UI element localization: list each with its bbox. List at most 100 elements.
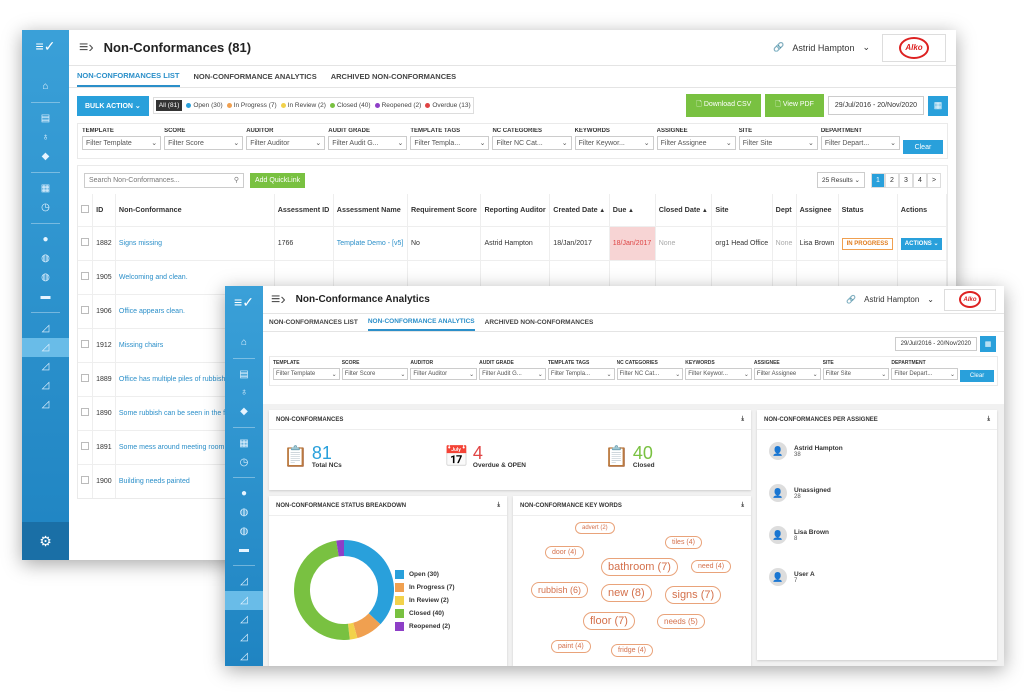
tab-1[interactable]: NON-CONFORMANCE ANALYTICS xyxy=(367,314,475,331)
results-per-page-select[interactable]: 25 Results ⌄ xyxy=(817,172,865,188)
chart-icon[interactable]: ◿ xyxy=(41,361,50,372)
calendar-icon[interactable]: ▦ xyxy=(40,183,51,194)
column-header[interactable]: Closed Date ▲ xyxy=(655,194,713,226)
assignee-item[interactable]: 👤 Lisa Brown 8 xyxy=(757,520,997,550)
select-all-checkbox[interactable] xyxy=(78,194,94,226)
filter-select[interactable]: Filter Score ⌄ xyxy=(341,368,409,380)
user-menu[interactable]: 🔗 Astrid Hampton ⌄ xyxy=(773,42,870,53)
status-chip[interactable]: Reopened (2) xyxy=(374,102,421,109)
legend-item[interactable]: Reopened (2) xyxy=(395,620,455,633)
date-range-input[interactable]: 29/Jul/2016 - 20/Nov/2020 xyxy=(894,337,977,351)
sort-icon[interactable]: ▲ xyxy=(597,208,606,215)
status-chip[interactable]: All (81) xyxy=(155,100,183,111)
donut-slice-4[interactable] xyxy=(336,540,345,557)
download-icon[interactable]: ⤓ xyxy=(497,502,500,508)
table-row[interactable]: 1882 Signs missing 1766 Template Demo - [v5… xyxy=(78,225,948,260)
link-icon[interactable]: 🔗 xyxy=(773,42,785,52)
clock-icon[interactable]: ◷ xyxy=(239,456,249,468)
globe-alt-icon[interactable]: ◍ xyxy=(239,525,249,537)
chart-icon[interactable]: ◿ xyxy=(240,651,248,663)
folder-icon[interactable]: ▬ xyxy=(40,291,51,302)
tag-icon[interactable]: ◆ xyxy=(240,406,248,418)
filter-select[interactable]: Filter Depart... ⌄ xyxy=(891,368,959,380)
page-button[interactable]: 4 xyxy=(913,172,927,188)
filter-select[interactable]: Filter Assignee ⌄ xyxy=(753,368,821,380)
tab-2[interactable]: ARCHIVED NON-CONFORMANCES xyxy=(330,72,457,81)
chart-icon[interactable]: ◿ xyxy=(41,380,50,391)
column-header[interactable]: Due ▲ xyxy=(609,194,656,226)
document-icon[interactable]: ▤ xyxy=(40,113,51,124)
tag-icon[interactable]: ◆ xyxy=(41,151,50,162)
donut-slice-3[interactable] xyxy=(294,540,350,640)
chart-icon[interactable]: ◿ xyxy=(240,613,248,625)
legend-item[interactable]: In Progress (7) xyxy=(395,581,455,594)
user-icon[interactable]: ● xyxy=(42,234,49,245)
column-header[interactable]: Reporting Auditor xyxy=(480,194,551,226)
keyword-tag[interactable]: advert (2) xyxy=(575,522,615,534)
view-pdf-button[interactable]: 🗋 View PDF xyxy=(765,94,824,117)
date-range-input[interactable]: 29/Jul/2016 - 20/Nov/2020 xyxy=(827,96,924,115)
app-logo-icon[interactable]: ≡✓ xyxy=(35,38,56,54)
filter-select[interactable]: Filter Audit G... ⌄ xyxy=(479,368,546,380)
download-icon[interactable]: ⤓ xyxy=(987,416,990,422)
globe-alt-icon[interactable]: ◍ xyxy=(41,272,50,283)
keyword-tag[interactable]: signs (7) xyxy=(665,586,722,604)
keyword-tag[interactable]: floor (7) xyxy=(583,612,635,630)
search-input[interactable]: Search Non-Conformances... ⚲ xyxy=(84,172,244,188)
user-icon[interactable]: ● xyxy=(240,488,248,500)
gear-icon[interactable]: ⚙ xyxy=(22,522,69,560)
keyword-tag[interactable]: fridge (4) xyxy=(611,644,654,657)
page-button[interactable]: 3 xyxy=(899,172,913,188)
tab-1[interactable]: NON-CONFORMANCE ANALYTICS xyxy=(193,72,317,81)
add-quicklink-button[interactable]: Add QuickLink xyxy=(250,172,306,188)
award-icon[interactable]: ♁ xyxy=(240,387,248,399)
filter-select[interactable]: Filter Templa... ⌄ xyxy=(410,136,490,150)
actions-button[interactable]: ACTIONS ⌄ xyxy=(900,237,943,250)
user-menu[interactable]: 🔗 Astrid Hampton ⌄ xyxy=(846,295,934,304)
home-icon[interactable]: ⌂ xyxy=(240,336,248,348)
filter-select[interactable]: Filter Keywor... ⌄ xyxy=(685,368,752,380)
download-icon[interactable]: ⤓ xyxy=(741,416,744,422)
row-checkbox[interactable] xyxy=(81,476,89,485)
download-icon[interactable]: ⤓ xyxy=(741,502,744,508)
download-csv-button[interactable]: 🗋 Download CSV xyxy=(686,94,762,117)
column-header[interactable]: Dept xyxy=(772,194,797,226)
row-checkbox[interactable] xyxy=(81,442,89,450)
column-header[interactable]: Created Date ▲ xyxy=(549,194,610,226)
filter-select[interactable]: Filter Keywor... ⌄ xyxy=(574,136,654,150)
filter-select[interactable]: Filter Auditor ⌄ xyxy=(246,136,326,150)
filter-select[interactable]: Filter NC Cat... ⌄ xyxy=(616,368,684,380)
row-checkbox[interactable] xyxy=(81,272,89,280)
keyword-tag[interactable]: new (8) xyxy=(601,584,652,602)
chart-icon[interactable]: ◿ xyxy=(240,576,248,588)
row-checkbox[interactable] xyxy=(81,238,89,246)
keyword-tag[interactable]: needs (5) xyxy=(657,614,705,629)
filter-select[interactable]: Filter Audit G... ⌄ xyxy=(328,136,408,150)
clear-button[interactable]: Clear xyxy=(960,370,995,382)
column-header[interactable]: ID xyxy=(92,194,116,226)
status-chip[interactable]: Overdue (13) xyxy=(425,102,471,109)
app-logo-icon[interactable]: ≡✓ xyxy=(234,294,254,310)
chart-active-icon[interactable]: ◿ xyxy=(225,591,263,610)
sort-icon[interactable]: ▲ xyxy=(700,208,708,215)
tab-2[interactable]: ARCHIVED NON-CONFORMANCES xyxy=(484,319,594,326)
chart-icon[interactable]: ◿ xyxy=(41,399,50,410)
calendar-icon[interactable]: ▦ xyxy=(239,437,249,449)
page-button[interactable]: 1 xyxy=(871,172,885,188)
column-header[interactable]: Assessment Name xyxy=(333,194,408,226)
filter-select[interactable]: Filter Templa... ⌄ xyxy=(547,368,615,380)
status-chip[interactable]: Open (30) xyxy=(186,102,223,109)
status-chip[interactable]: Closed (40) xyxy=(329,102,371,109)
row-checkbox[interactable] xyxy=(81,408,89,416)
filter-select[interactable]: Filter Template ⌄ xyxy=(82,136,162,150)
sort-icon[interactable]: ▲ xyxy=(626,208,634,215)
keyword-tag[interactable]: door (4) xyxy=(545,546,584,559)
column-header[interactable]: Site xyxy=(711,194,773,226)
tab-0[interactable]: NON-CONFORMANCES LIST xyxy=(269,319,358,326)
keyword-tag[interactable]: bathroom (7) xyxy=(601,558,678,576)
filter-select[interactable]: Filter NC Cat... ⌄ xyxy=(492,136,572,150)
link-icon[interactable]: 🔗 xyxy=(846,295,857,304)
filter-select[interactable]: Filter Score ⌄ xyxy=(164,136,244,150)
tab-0[interactable]: NON-CONFORMANCES LIST xyxy=(77,66,180,87)
